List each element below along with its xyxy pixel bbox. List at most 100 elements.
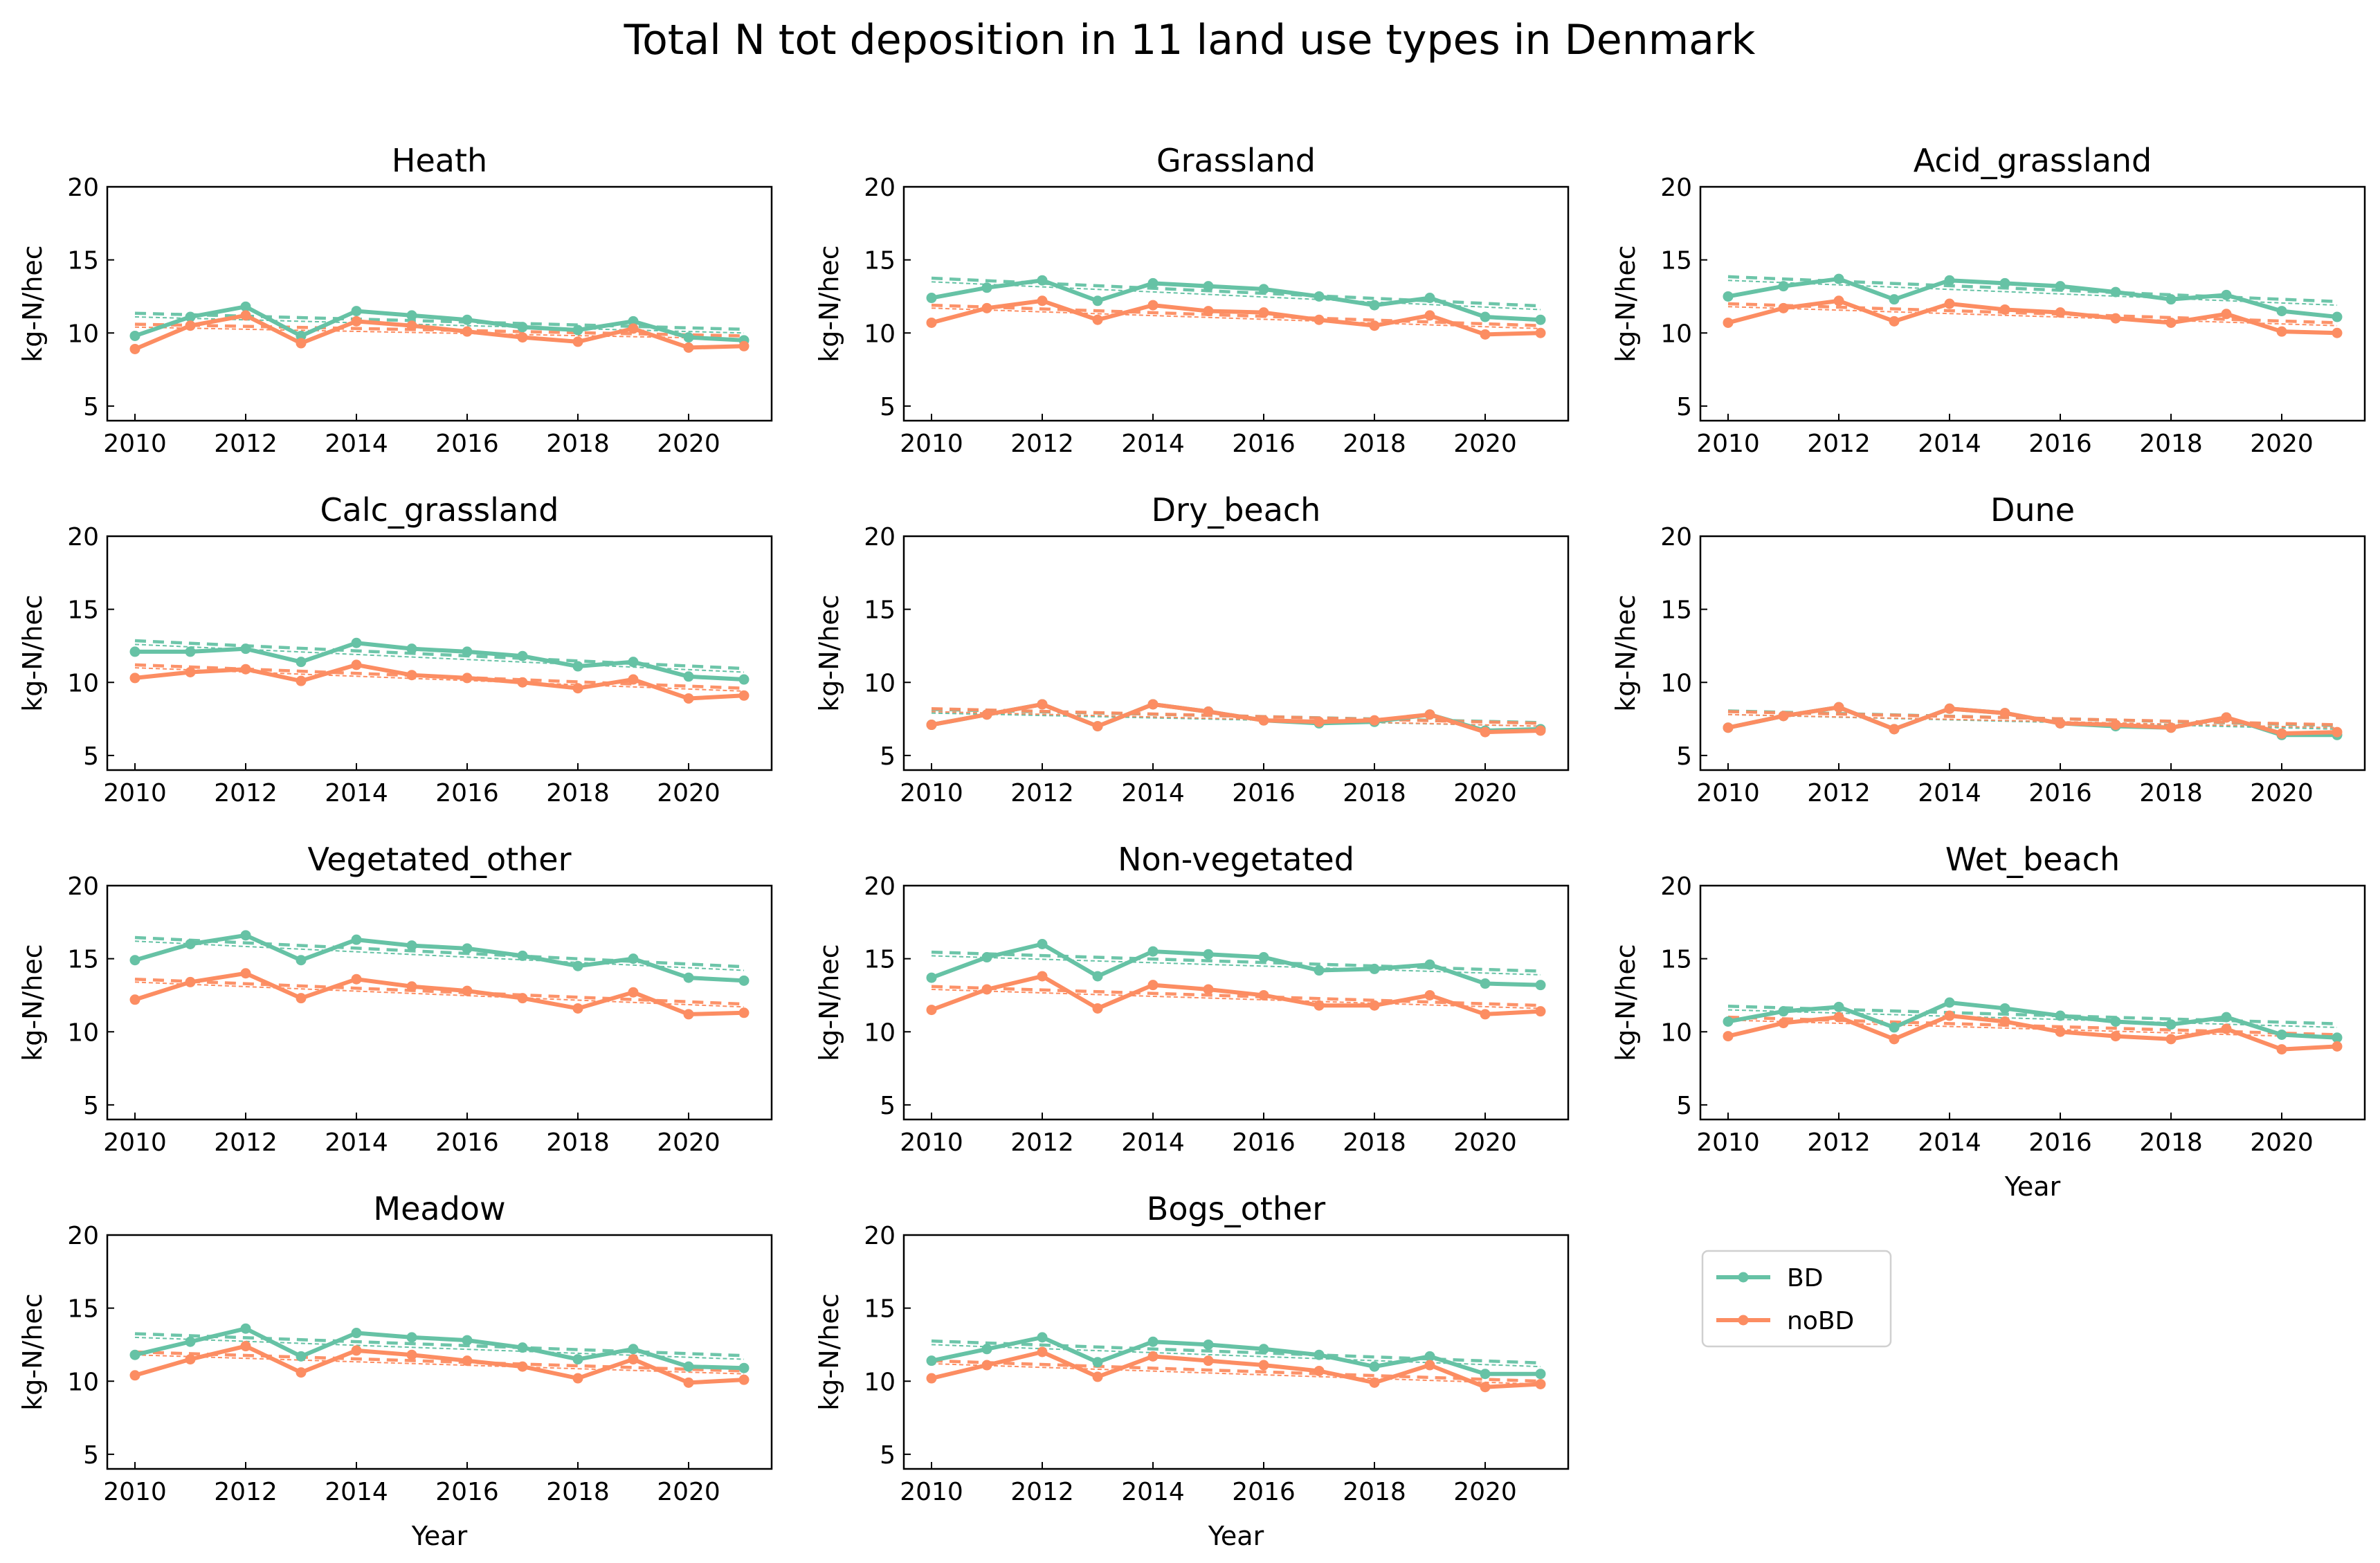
x-tick-label: 2018 [546,1478,610,1506]
x-tick-label: 2012 [214,1128,278,1157]
data-point-nobd [517,1361,528,1372]
data-point-nobd [296,1367,307,1378]
data-point-nobd [2110,313,2121,324]
trend-line-thin-bd [931,955,1541,976]
series-line-nobd [931,702,1541,735]
subplot-title: Grassland [1156,142,1316,179]
x-axis-label: Year [2004,1171,2061,1202]
data-point-nobd [1147,699,1159,710]
data-point-nobd [351,316,362,327]
x-tick-label: 2020 [657,430,720,458]
trend-line-nobd [134,1350,745,1373]
y-tick-label: 10 [67,320,99,348]
subplot-title: Wet_beach [1945,841,2120,878]
data-point-bd [129,330,140,341]
data-point-bd [351,637,362,648]
y-tick-label: 5 [880,742,896,771]
data-point-nobd [1999,1016,2010,1027]
x-tick-label: 2012 [214,779,278,807]
data-point-bd [572,325,583,336]
data-point-bd [683,332,694,343]
y-tick-label: 15 [67,247,99,275]
data-point-bd [517,950,528,961]
x-tick-label: 2016 [435,430,499,458]
x-tick-label: 2020 [2250,430,2314,458]
data-point-nobd [683,693,694,704]
data-point-nobd [185,976,196,987]
figure-title: Total N tot deposition in 11 land use ty… [624,16,1756,64]
data-point-nobd [1424,310,1435,321]
series-line-nobd [931,1350,1541,1389]
x-tick-label: 2020 [657,779,720,807]
y-tick-label: 20 [864,174,896,202]
y-tick-label: 15 [864,946,896,974]
x-tick-label: 2010 [1696,430,1760,458]
data-point-nobd [1833,295,1844,307]
data-point-nobd [185,320,196,331]
y-tick-label: 20 [67,1222,99,1250]
subplot-vegetated-other: Vegetated_other kg-N/hec 5 10 15 20 2010 2012 20… [17,841,773,1157]
data-point-nobd [1424,1360,1435,1371]
data-point-nobd [1258,1360,1269,1371]
trend-line-thin-bd [1727,280,2338,307]
data-point-bd [981,282,992,293]
y-tick-label: 5 [1676,742,1692,771]
data-point-nobd [1369,1000,1380,1011]
data-point-bd [185,939,196,949]
y-axis-label: kg-N/hec [17,594,48,711]
data-point-bd [240,1323,251,1334]
y-tick-label: 15 [864,1295,896,1324]
data-point-nobd [1314,314,1325,325]
x-tick-label: 2020 [2250,1128,2314,1157]
data-point-nobd [1092,314,1103,325]
data-point-bd [738,975,750,986]
data-point-bd [1778,1006,1789,1017]
trend-line-nobd [1727,710,2338,726]
trend-line-bd [134,935,745,969]
data-point-nobd [738,340,750,351]
data-point-bd [1092,295,1103,307]
y-tick-label: 5 [83,742,99,771]
y-tick-label: 20 [1660,523,1692,551]
data-point-bd [462,943,473,954]
trend-line-thin-bd [1727,1009,2338,1028]
y-tick-label: 10 [67,669,99,697]
data-point-nobd [351,659,362,670]
y-tick-label: 5 [1676,393,1692,421]
data-point-bd [1092,1357,1103,1368]
y-tick-label: 5 [1676,1092,1692,1120]
subplot-title: Vegetated_other [307,841,571,878]
data-point-bd [738,1362,750,1373]
trend-line-bd [134,639,745,670]
data-point-nobd [406,320,417,331]
data-point-bd [1535,314,1546,325]
data-point-nobd [1723,722,1734,733]
data-point-nobd [240,310,251,321]
series-line-nobd [134,1344,745,1385]
data-point-bd [926,1355,937,1367]
data-point-bd [683,671,694,682]
data-point-bd [2110,1016,2121,1027]
y-tick-label: 20 [864,1222,896,1250]
legend-swatch-marker [1738,1272,1749,1283]
data-point-bd [572,1354,583,1365]
data-point-bd [1723,1016,1734,1027]
x-axis-label: Year [411,1521,468,1551]
series-line-bd [134,1326,745,1371]
plot-frame [902,884,1570,1121]
data-point-nobd [129,994,140,1005]
data-point-bd [1203,949,1214,960]
subplot-title: Meadow [373,1190,505,1227]
data-point-nobd [2332,726,2343,738]
subplot-grassland: Grassland kg-N/hec 5 10 15 20 2010 2012 2014 2016… [814,142,1570,458]
data-point-nobd [1778,1018,1789,1029]
data-point-nobd [351,974,362,985]
data-point-nobd [1999,708,2010,719]
data-point-bd [1480,978,1491,989]
data-point-nobd [981,1360,992,1371]
data-point-nobd [1203,706,1214,717]
series-line-nobd [134,971,745,1016]
data-point-nobd [1258,989,1269,1000]
data-point-bd [1535,1369,1546,1380]
